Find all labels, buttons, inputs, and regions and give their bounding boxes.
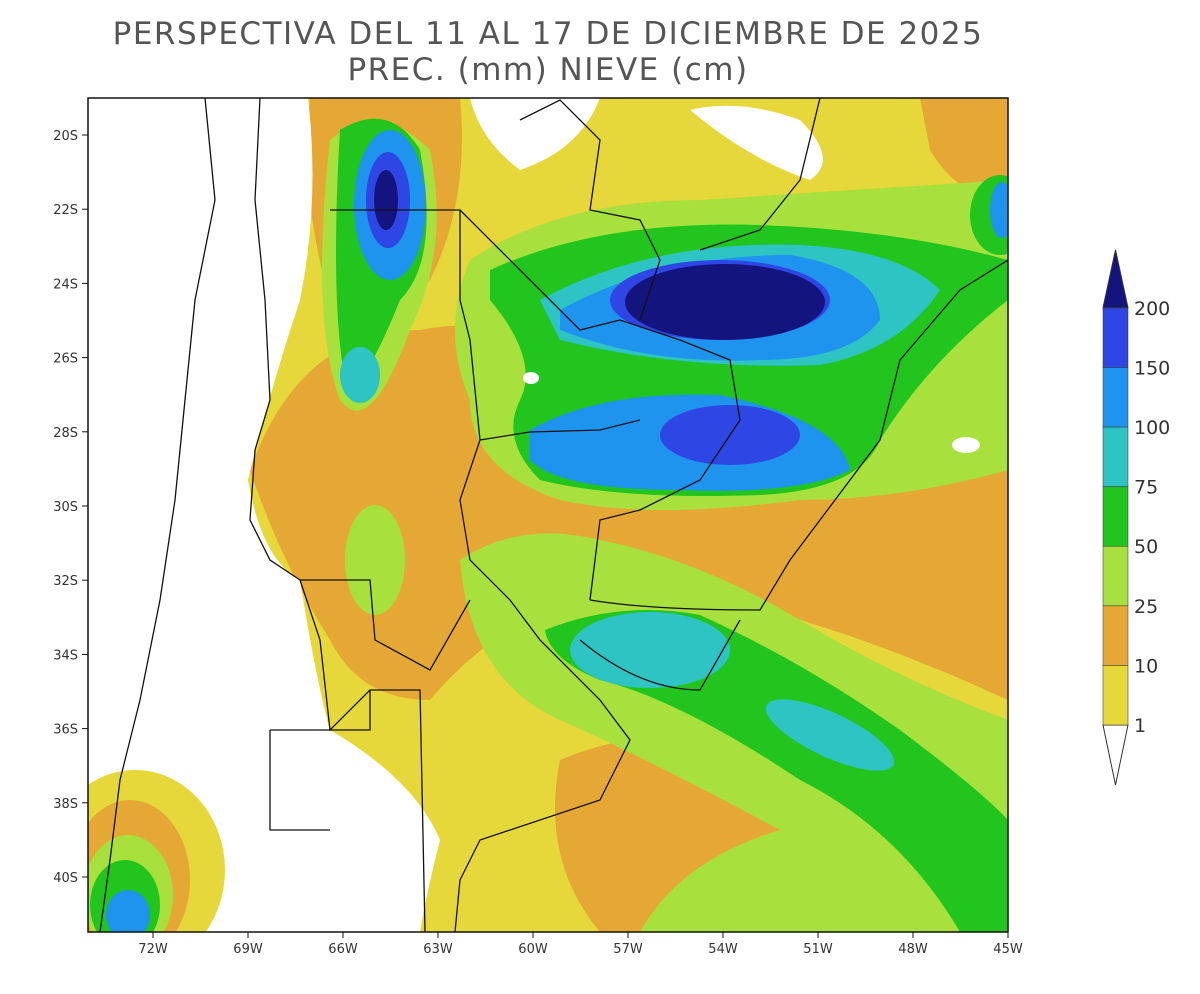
colorbar-label: 10 bbox=[1134, 655, 1158, 677]
colorbar-label: 25 bbox=[1134, 596, 1158, 618]
lat-label: 38S bbox=[53, 797, 78, 812]
lat-label: 22S bbox=[53, 203, 78, 218]
title: PERSPECTIVA DEL 11 AL 17 DE DICIEMBRE DE… bbox=[113, 16, 984, 52]
lat-label: 34S bbox=[53, 648, 78, 663]
lat-label: 40S bbox=[53, 871, 78, 886]
subtitle: PREC. (mm) NIEVE (cm) bbox=[347, 52, 748, 88]
colorbar-over bbox=[1102, 249, 1129, 309]
colorbar-segment bbox=[1102, 605, 1129, 666]
colorbar: 1 10 25 50 75 100 150 200 bbox=[1102, 249, 1170, 786]
precip-field bbox=[88, 98, 1008, 932]
colorbar-label: 50 bbox=[1134, 536, 1158, 558]
colorbar-label: 150 bbox=[1134, 357, 1170, 379]
map-frame bbox=[87, 97, 1009, 933]
lat-label: 24S bbox=[53, 277, 78, 292]
lat-label: 32S bbox=[53, 574, 78, 589]
lon-label: 51W bbox=[803, 942, 833, 957]
colorbar-under bbox=[1102, 724, 1129, 786]
lon-label: 45W bbox=[993, 942, 1023, 957]
lon-label: 54W bbox=[708, 942, 738, 957]
colorbar-segment bbox=[1102, 307, 1129, 368]
lon-label: 48W bbox=[898, 942, 928, 957]
lon-label: 69W bbox=[233, 942, 263, 957]
colorbar-label: 1 bbox=[1134, 715, 1146, 737]
colorbar-label: 100 bbox=[1134, 417, 1170, 439]
colorbar-segment bbox=[1102, 367, 1129, 428]
lon-label: 66W bbox=[328, 942, 358, 957]
colorbar-segment bbox=[1102, 426, 1129, 487]
lon-label: 60W bbox=[518, 942, 548, 957]
lat-label: 28S bbox=[53, 426, 78, 441]
colorbar-label: 200 bbox=[1134, 298, 1170, 320]
lon-label: 72W bbox=[138, 942, 168, 957]
colorbar-label: 75 bbox=[1134, 477, 1158, 499]
lat-label: 20S bbox=[53, 129, 78, 144]
lon-label: 63W bbox=[423, 942, 453, 957]
lon-label: 57W bbox=[613, 942, 643, 957]
colorbar-segment bbox=[1102, 545, 1129, 607]
lat-label: 36S bbox=[53, 723, 78, 738]
colorbar-segment bbox=[1102, 665, 1129, 726]
lat-label: 26S bbox=[53, 352, 78, 367]
lat-label: 30S bbox=[53, 500, 78, 515]
colorbar-segment bbox=[1102, 486, 1129, 547]
